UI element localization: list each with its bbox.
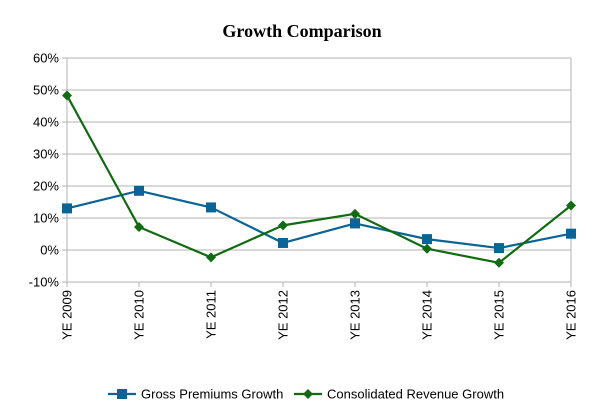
x-tick-label-6: YE 2015 [492,290,507,340]
series-0-point-6 [494,243,504,254]
series-line-0 [66,189,572,250]
series-0-point-0 [62,203,72,214]
series-0-point-3 [278,237,288,248]
y-tick-label-7: 60% [33,51,59,66]
legend-swatch-marker-1 [303,389,313,399]
x-tick-label-7: YE 2016 [564,290,579,340]
series-1-point-2 [206,252,216,263]
series-1 [62,90,576,268]
legend-swatch-marker-0 [117,389,127,399]
series-1-point-4 [350,208,360,219]
series-1-point-7 [566,200,576,211]
series-1-point-6 [494,257,504,268]
series-0-point-2 [206,202,216,213]
x-tick-label-3: YE 2012 [276,290,291,340]
x-tick-label-1: YE 2010 [132,290,147,340]
x-tick-label-0: YE 2009 [60,290,75,340]
series-line-1 [66,94,572,264]
series-lines [62,90,576,268]
series-1-point-5 [422,243,432,254]
y-tick-label-4: 30% [33,147,59,162]
legend-item-1: Consolidated Revenue Growth [294,387,504,402]
y-tick-label-0: -10% [29,275,60,290]
series-0 [62,185,576,254]
series-0-point-1 [134,185,144,196]
legend-label-1: Consolidated Revenue Growth [327,387,504,402]
x-tick-label-5: YE 2014 [420,290,435,340]
y-tick-label-6: 50% [33,83,59,98]
y-tick-label-5: 40% [33,115,59,130]
y-tick-label-1: 0% [40,243,59,258]
legend-item-0: Gross Premiums Growth [108,387,283,402]
x-tick-label-2: YE 2011 [204,290,219,339]
chart-title: Growth Comparison [222,21,381,41]
legend: Gross Premiums Growth Consolidated Revenu… [108,387,504,402]
y-tick-label-3: 20% [33,179,59,194]
series-1-point-3 [278,220,288,231]
x-axis-tick-labels: YE 2009 YE 2010 YE 2011 YE 2012 YE 2013 YE 20… [60,290,579,340]
series-1-point-0 [62,90,72,101]
y-axis-tick-labels: -10% 0% 10% 20% 30% 40% 50% 60% [29,51,60,290]
series-0-point-4 [350,218,360,229]
grid-lines [67,57,571,283]
series-1-point-1 [134,221,144,232]
y-tick-label-2: 10% [33,211,59,226]
series-0-point-5 [422,234,432,245]
series-0-point-7 [566,228,576,239]
legend-label-0: Gross Premiums Growth [141,387,283,402]
x-tick-label-4: YE 2013 [348,290,363,340]
